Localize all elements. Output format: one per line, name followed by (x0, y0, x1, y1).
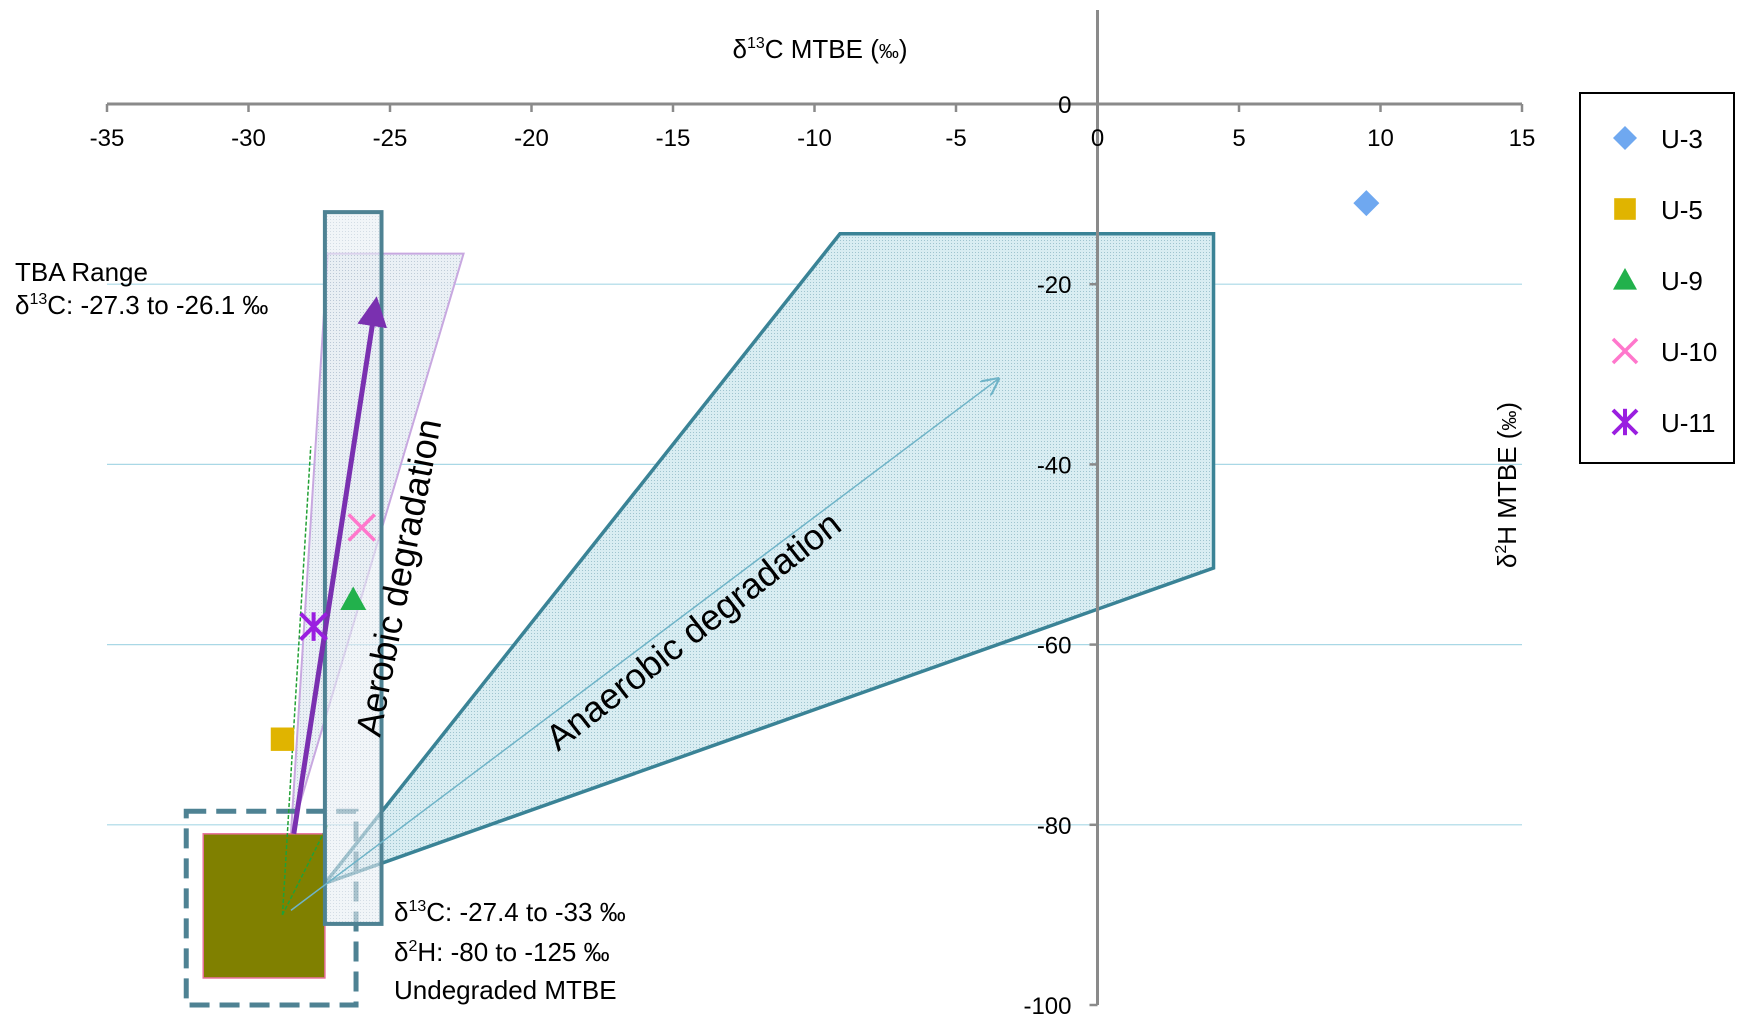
y-axis-title: δ2H MTBE (‰) (1492, 402, 1522, 568)
legend-marker-triangle-icon (1613, 268, 1637, 290)
y-tick-label: -100 (1023, 993, 1071, 1015)
data-point-u-3 (1353, 190, 1380, 217)
x-tick-label: -5 (945, 125, 966, 152)
legend-marker-shape (1614, 198, 1636, 220)
x-tick-label: 5 (1232, 125, 1245, 152)
legend-item-u-10: U-10 (1581, 331, 1733, 371)
legend-marker-asterisk-icon (1611, 408, 1639, 436)
x-tick-label: 15 (1509, 125, 1536, 152)
data-point-u-11 (299, 612, 329, 641)
data-points (270, 190, 1380, 751)
legend-marker-square-icon (1614, 198, 1636, 220)
x-tick-label: 10 (1367, 125, 1394, 152)
regions (183, 210, 1216, 1008)
legend-label: U-11 (1661, 408, 1716, 438)
legend-marker-diamond-icon (1613, 126, 1637, 150)
y-tick-label: -80 (1037, 813, 1072, 840)
legend-marker-shape (1611, 337, 1639, 365)
green-guide-line (281, 446, 312, 915)
y-tick-label: 0 (1058, 92, 1071, 119)
x-tick-label: -15 (656, 125, 691, 152)
legend-item-u-11: U-11 (1581, 402, 1733, 442)
y-tick-label: -20 (1037, 272, 1072, 299)
tba-range-title: TBA Range (15, 257, 148, 287)
aerobic-arrow (291, 296, 388, 835)
legend-marker-x-icon (1611, 337, 1639, 365)
anaerobic-region (319, 231, 1216, 888)
undegraded-dashed-box (183, 808, 359, 1008)
y-tick-label: -40 (1037, 452, 1072, 479)
anaerobic-arrow (290, 379, 999, 911)
undegraded-c-range: δ13C: -27.4 to -33 ‰ (394, 897, 626, 927)
legend-marker-shape (1611, 408, 1639, 436)
axes (105, 10, 1524, 1007)
green-guide-line (281, 824, 329, 916)
legend-item-u-5: U-5 (1581, 189, 1733, 229)
legend-marker-shape (1613, 268, 1637, 290)
x-axis-title: δ13C MTBE (‰) (732, 34, 907, 64)
undegraded-h-range: δ2H: -80 to -125 ‰ (394, 937, 610, 967)
legend-item-u-9: U-9 (1581, 260, 1733, 300)
x-tick-label: -25 (373, 125, 408, 152)
x-tick-label: -20 (514, 125, 549, 152)
data-point-u-5 (270, 727, 295, 751)
y-tick-label: -60 (1037, 633, 1072, 660)
legend-label: U-5 (1661, 195, 1703, 225)
legend: U-3 U-5 U-9 U-10 U-11 (1579, 92, 1735, 464)
data-point-u-10 (347, 513, 376, 542)
x-tick-label: -35 (90, 125, 125, 152)
legend-marker-shape (1613, 126, 1637, 150)
undegraded-fill-box (202, 833, 326, 979)
tick-labels: -35 -30 -25 -20 -15 -10 -5 0 5 10 15 0 -20 -40 -60 -80 -… (90, 92, 1536, 1015)
legend-label: U-10 (1661, 337, 1718, 367)
svg-text:δ2H MTBE (‰): δ2H MTBE (‰) (1492, 402, 1522, 568)
tba-range-values: δ13C: -27.3 to -26.1 ‰ (15, 290, 268, 320)
data-point-u-9 (340, 586, 367, 610)
x-tick-label: 0 (1091, 125, 1104, 152)
legend-label: U-9 (1661, 266, 1703, 296)
legend-label: U-3 (1661, 124, 1703, 154)
x-tick-label: -10 (797, 125, 832, 152)
x-tick-label: -30 (231, 125, 266, 152)
legend-item-u-3: U-3 (1581, 118, 1733, 158)
undegraded-mtbe-label: Undegraded MTBE (394, 975, 617, 1005)
